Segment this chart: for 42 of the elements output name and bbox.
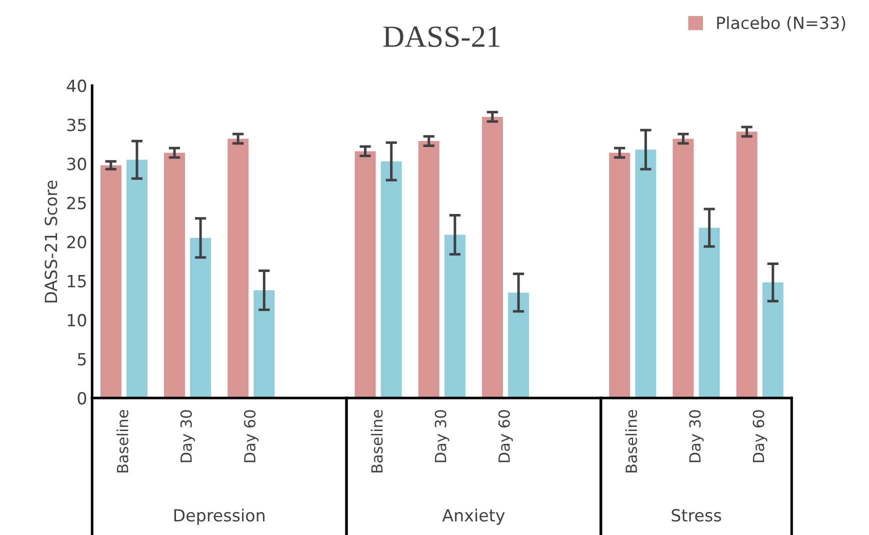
bar — [635, 150, 656, 398]
text: Stress — [672, 508, 722, 522]
y-axis-title: DASS-21 Score — [44, 180, 58, 302]
x-tick-label: Day 60 — [498, 410, 513, 462]
bar — [609, 152, 630, 398]
bar — [508, 292, 530, 398]
bar — [228, 138, 249, 398]
x-tick-label: Day 60 — [244, 410, 258, 462]
y-tick-label: 5 — [78, 353, 86, 366]
bar — [100, 165, 122, 398]
legend-label: Placebo (N=33) — [717, 16, 846, 32]
bar — [672, 138, 694, 398]
x-tick-label: Day 30 — [434, 410, 450, 462]
chart-title: DASS-21 — [383, 26, 500, 48]
bar — [444, 234, 466, 398]
bar — [164, 152, 185, 398]
bar — [482, 116, 503, 398]
bar — [354, 151, 376, 398]
y-tick-label: 10 — [68, 314, 86, 326]
y-tick-label: 25 — [67, 196, 86, 210]
x-tick-label: Baseline — [370, 410, 383, 472]
x-tick-label: Day 30 — [180, 410, 195, 462]
bar — [254, 290, 275, 398]
y-tick-label: 0 — [78, 392, 86, 405]
bar — [698, 228, 720, 398]
bar — [190, 238, 212, 398]
y-tick-label: 30 — [67, 158, 86, 170]
y-tick-label: 40 — [66, 80, 86, 92]
bar — [418, 141, 440, 398]
y-tick-label: 20 — [67, 236, 86, 248]
text: Depression — [174, 508, 264, 525]
y-tick-label: 15 — [68, 275, 86, 288]
bar — [380, 161, 402, 398]
x-tick-label: Day 30 — [689, 410, 704, 462]
x-tick-label: Baseline — [625, 410, 638, 472]
x-tick-label: Day 60 — [752, 410, 768, 462]
bar — [736, 132, 758, 398]
y-tick-label: 35 — [67, 118, 86, 132]
bar — [762, 282, 784, 398]
text: Anxiety — [442, 508, 505, 525]
x-tick-label: Baseline — [116, 410, 128, 472]
bar — [126, 160, 148, 398]
